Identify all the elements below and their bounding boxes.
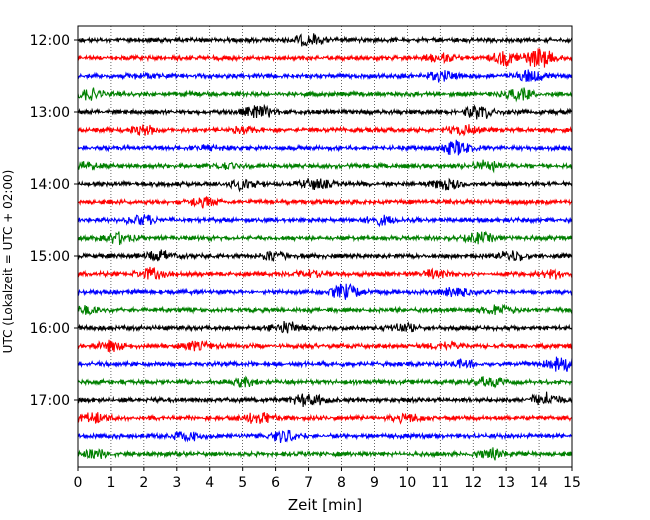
y-axis-ticks: 12:00 13:00 14:00 15:00 16:00 17:00 xyxy=(30,33,78,409)
trace-1245 xyxy=(77,87,573,103)
y-tick-label: 12:00 xyxy=(30,33,70,49)
x-tick-label: 9 xyxy=(370,475,379,491)
trace-1545 xyxy=(77,303,573,316)
y-tick-label: 14:00 xyxy=(30,177,70,193)
x-tick-label: 7 xyxy=(304,475,313,491)
x-tick-label: 8 xyxy=(337,475,346,491)
plot-frame xyxy=(77,25,573,468)
trace-1345 xyxy=(77,159,573,174)
trace-1630 xyxy=(77,356,573,372)
trace-1200 xyxy=(77,33,573,47)
x-tick-label: 0 xyxy=(74,475,83,491)
x-tick-label: 14 xyxy=(530,475,548,491)
trace-1530 xyxy=(77,282,573,300)
trace-1730 xyxy=(77,429,573,443)
y-tick-label: 13:00 xyxy=(30,105,70,121)
x-tick-label: 13 xyxy=(497,475,515,491)
trace-1400 xyxy=(77,177,573,193)
trace-1315 xyxy=(77,124,573,137)
trace-1500 xyxy=(77,249,573,262)
x-tick-label: 5 xyxy=(238,475,247,491)
y-axis-label: UTC (Lokalzeit = UTC + 02:00) xyxy=(1,170,15,354)
trace-1515 xyxy=(77,266,573,280)
x-tick-label: 1 xyxy=(106,475,115,491)
trace-1600 xyxy=(77,320,573,334)
x-axis-label: Zeit [min] xyxy=(288,496,362,514)
trace-1215 xyxy=(77,48,573,68)
x-tick-label: 2 xyxy=(139,475,148,491)
trace-1715 xyxy=(77,412,573,425)
trace-1700 xyxy=(77,391,573,408)
trace-1745 xyxy=(77,447,573,461)
trace-1300 xyxy=(77,103,573,120)
x-tick-label: 15 xyxy=(563,475,581,491)
y-tick-label: 15:00 xyxy=(30,249,70,265)
trace-1615 xyxy=(77,339,573,353)
trace-1445 xyxy=(77,230,573,246)
trace-1230 xyxy=(77,69,573,83)
x-tick-label: 12 xyxy=(464,475,482,491)
x-tick-label: 4 xyxy=(205,475,214,491)
trace-1415 xyxy=(77,195,573,209)
trace-1645 xyxy=(77,375,573,389)
x-tick-label: 6 xyxy=(271,475,280,491)
x-tick-label: 11 xyxy=(431,475,449,491)
y-tick-label: 17:00 xyxy=(30,393,70,409)
x-tick-label: 10 xyxy=(398,475,416,491)
y-tick-label: 16:00 xyxy=(30,321,70,337)
trace-1330 xyxy=(77,139,573,156)
trace-1430 xyxy=(77,214,573,228)
x-axis-ticks: 0 1 2 3 4 5 6 7 8 9 10 11 12 13 14 15 xyxy=(74,467,581,491)
x-tick-label: 3 xyxy=(172,475,181,491)
trace-layer xyxy=(77,33,573,461)
